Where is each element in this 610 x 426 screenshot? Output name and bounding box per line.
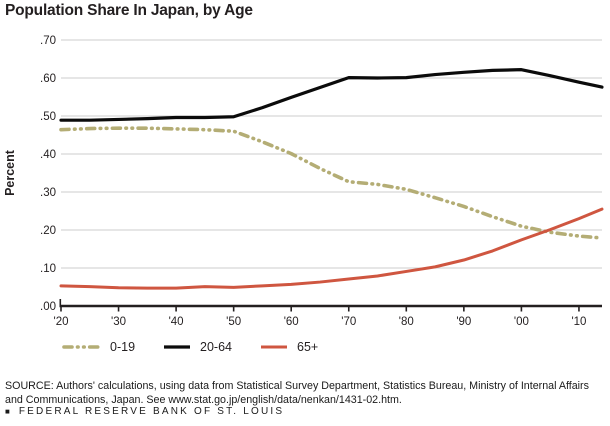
y-tick-label: .60	[40, 73, 56, 85]
legend-label-65-plus: 65+	[297, 340, 319, 354]
x-tick-label: '10	[571, 316, 586, 328]
y-tick-label: .30	[40, 187, 56, 199]
x-tick-label: '00	[514, 316, 529, 328]
y-tick-label: .10	[40, 263, 56, 275]
x-tick-label: '70	[341, 316, 356, 328]
source-note: SOURCE: Authors' calculations, using dat…	[5, 379, 589, 406]
legend-item-0-19: 0-19	[62, 340, 135, 354]
x-tick-label: '60	[284, 316, 299, 328]
series-line-20-64	[59, 68, 604, 122]
series-line-0-19	[59, 126, 604, 240]
legend-item-20-64: 20-64	[162, 340, 232, 354]
y-tick-label: .50	[40, 111, 56, 123]
y-axis-title: Percent	[3, 149, 17, 196]
legend: 0-19 20-64 65+	[62, 339, 318, 355]
x-tick-label: '80	[399, 316, 414, 328]
legend-line-0-19-icon	[62, 345, 102, 349]
y-tick-label: .00	[40, 301, 56, 313]
x-tick-label: '20	[54, 316, 69, 328]
y-tick-label: .40	[40, 149, 56, 161]
legend-item-65-plus: 65+	[259, 340, 318, 354]
footer: ■ FEDERAL RESERVE BANK OF ST. LOUIS	[5, 406, 284, 417]
x-tick-label: '40	[169, 316, 184, 328]
y-tick-label: .70	[40, 35, 56, 47]
x-tick-label: '30	[111, 316, 126, 328]
legend-label-0-19: 0-19	[110, 340, 136, 354]
footer-square-icon: ■	[5, 407, 10, 416]
footer-text: FEDERAL RESERVE BANK OF ST. LOUIS	[18, 406, 285, 417]
legend-line-65-plus-icon	[261, 345, 288, 349]
legend-line-20-64-icon	[164, 345, 191, 349]
plot-area: .00 .10 .20 .30 .40 .50 .60 .70 '20 '30 '40 '50 '60 '…	[3, 35, 604, 328]
series-line-65+	[59, 207, 604, 290]
x-tick-label: '50	[226, 316, 241, 328]
chart-title: Population Share In Japan, by Age	[5, 2, 253, 19]
y-tick-label: .20	[40, 225, 56, 237]
x-tick-label: '90	[456, 316, 471, 328]
legend-label-20-64: 20-64	[200, 340, 233, 354]
